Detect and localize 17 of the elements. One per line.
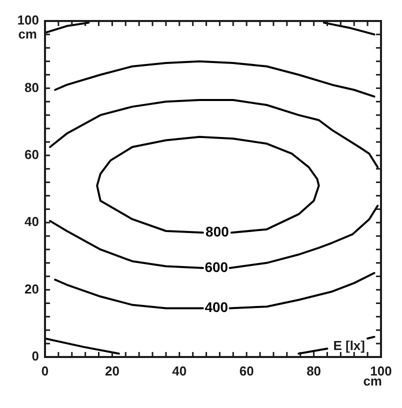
annotation: E [lx] [333,338,365,354]
x-tick-label: 60 [239,363,254,378]
x-tick-label: 0 [41,363,49,378]
y-tick-label: 100 [17,12,39,28]
y-tick-label: 60 [24,146,39,162]
y-axis-title: cm [18,26,37,42]
x-tick-label: 80 [306,363,322,378]
x-tick-label: 100 [370,363,392,378]
y-tick-label: 40 [24,214,39,230]
x-tick-label: 40 [172,363,187,378]
series-label: 400 [204,299,228,316]
x-tick-label: 20 [104,363,120,378]
series-label: 800 [206,224,230,240]
series-label: 600 [204,258,228,275]
y-tick-label: 80 [24,80,39,95]
y-tick-label: 0 [32,348,39,364]
y-tick-label: 20 [24,281,39,296]
